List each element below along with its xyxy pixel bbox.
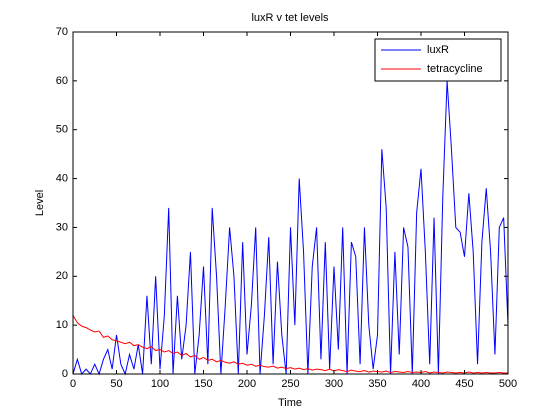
y-tick-label: 60 (56, 75, 68, 87)
x-tick-label: 400 (412, 378, 430, 390)
x-tick-label: 50 (110, 378, 122, 390)
data-line (72, 315, 508, 374)
x-axis-label: Time (278, 397, 302, 409)
x-tick-label: 0 (70, 378, 76, 390)
x-tick-label: 250 (281, 378, 299, 390)
legend-label: tetracycline (427, 63, 483, 75)
chart-title: luxR v tet levels (251, 12, 329, 24)
x-tick-label: 100 (151, 378, 169, 390)
x-tick-label: 350 (368, 378, 386, 390)
y-tick-label: 50 (56, 124, 68, 136)
x-tick-label: 200 (238, 378, 256, 390)
legend-label: luxR (427, 44, 449, 56)
data-line (72, 80, 509, 376)
x-tick-label: 300 (325, 378, 343, 390)
x-tick-label: 450 (455, 378, 473, 390)
x-tick-label: 500 (499, 378, 517, 390)
y-tick-label: 0 (62, 368, 68, 380)
x-tick-label: 150 (194, 378, 212, 390)
y-tick-label: 10 (56, 319, 68, 331)
y-tick-label: 30 (56, 221, 68, 233)
y-tick-label: 70 (56, 26, 68, 38)
y-tick-label: 20 (56, 270, 68, 282)
legend-box (374, 38, 502, 82)
y-tick-label: 40 (56, 172, 68, 184)
y-axis-label: Level (34, 190, 46, 216)
